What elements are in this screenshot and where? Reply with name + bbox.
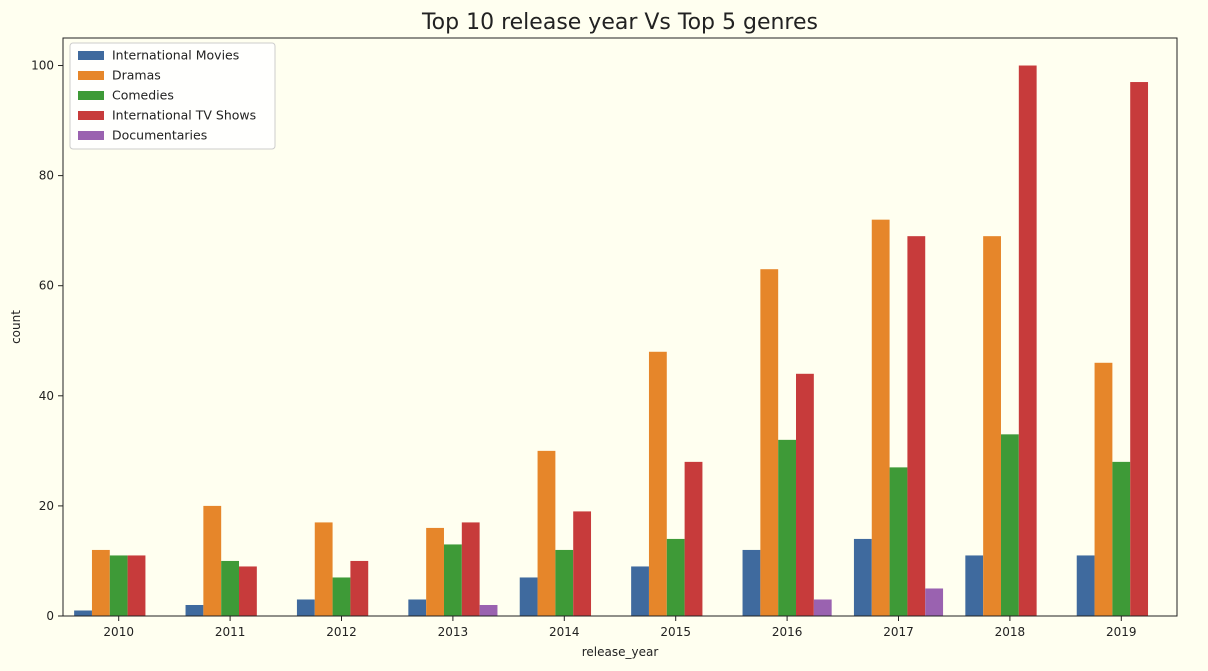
bar-2017-series-3 — [907, 236, 926, 617]
plot-frame — [62, 37, 1178, 617]
y-axis-label: count — [9, 310, 23, 344]
legend-swatch — [78, 111, 104, 120]
bar-2018-series-2 — [1000, 434, 1019, 616]
bar-2019-series-3 — [1130, 82, 1149, 617]
y-tick-label: 60 — [39, 279, 54, 293]
bar-2014-series-2 — [555, 549, 574, 616]
bar-2010-series-2 — [109, 555, 128, 616]
bar-2016-series-3 — [796, 373, 814, 616]
x-tick-label: 2016 — [772, 625, 803, 639]
chart-title: Top 10 release year Vs Top 5 genres — [421, 10, 818, 35]
x-tick-label: 2014 — [549, 625, 580, 639]
bar-2012-series-1 — [314, 522, 333, 616]
bar-2015-series-2 — [666, 538, 685, 616]
bar-2012-series-0 — [296, 599, 315, 616]
bar-2018-series-3 — [1018, 65, 1037, 616]
x-axis: 2010 2011 2012 2013 2014 2015 2016 2017 2018 2019 — [103, 616, 1137, 639]
bar-2013-series-4 — [479, 604, 498, 616]
bar-2011-series-1 — [203, 505, 222, 616]
y-tick-label: 100 — [31, 59, 54, 73]
bar-2017-series-2 — [889, 467, 908, 616]
y-axis: 0 20 40 60 80 100 — [31, 59, 63, 623]
bar-2013-series-2 — [443, 544, 462, 616]
legend: International Movies Dramas Comedies Int… — [69, 42, 276, 150]
bar-2011-series-0 — [185, 604, 204, 616]
bar-2014-series-0 — [519, 577, 538, 616]
bar-2017-series-4 — [925, 588, 944, 616]
legend-swatch — [78, 71, 104, 80]
legend-label: International Movies — [112, 48, 239, 63]
bar-2016-series-2 — [778, 439, 797, 616]
bar-2016-series-1 — [760, 269, 779, 616]
bar-2014-series-1 — [537, 450, 556, 616]
bar-2010-series-3 — [127, 555, 146, 616]
x-tick-label: 2010 — [103, 625, 134, 639]
legend-label: Dramas — [112, 68, 161, 83]
legend-label: International TV Shows — [112, 108, 256, 123]
bar-2012-series-3 — [350, 560, 369, 616]
bar-2016-series-0 — [742, 549, 761, 616]
legend-label: Documentaries — [112, 128, 207, 143]
bar-2011-series-2 — [221, 560, 240, 616]
bar-2014-series-3 — [573, 511, 592, 616]
legend-swatch — [78, 91, 104, 100]
bar-2011-series-3 — [239, 566, 257, 616]
bar-2016-series-4 — [813, 599, 832, 616]
y-tick-label: 40 — [39, 389, 54, 403]
bars-layer — [74, 65, 1149, 617]
bar-2019-series-1 — [1094, 362, 1113, 616]
bar-2017-series-0 — [853, 538, 872, 616]
y-tick-label: 0 — [46, 609, 54, 623]
legend-swatch — [78, 131, 104, 140]
bar-2010-series-0 — [74, 610, 92, 616]
x-tick-label: 2017 — [883, 625, 914, 639]
bar-2015-series-0 — [631, 566, 649, 616]
bar-2010-series-1 — [91, 549, 110, 616]
legend-label: Comedies — [112, 88, 174, 103]
bar-2019-series-0 — [1076, 555, 1095, 616]
bar-2012-series-2 — [332, 577, 351, 616]
bar-2013-series-3 — [461, 522, 480, 616]
x-tick-label: 2018 — [995, 625, 1026, 639]
x-tick-label: 2012 — [326, 625, 357, 639]
x-tick-label: 2019 — [1106, 625, 1137, 639]
legend-swatch — [78, 51, 104, 60]
bar-2015-series-1 — [648, 351, 667, 616]
x-axis-label: release_year — [582, 645, 659, 659]
bar-2018-series-1 — [983, 236, 1001, 617]
x-tick-label: 2011 — [215, 625, 246, 639]
y-tick-label: 80 — [39, 169, 54, 183]
legend-box — [69, 42, 276, 150]
bar-2013-series-1 — [426, 527, 444, 616]
x-tick-label: 2015 — [660, 625, 691, 639]
bar-2017-series-1 — [871, 219, 890, 616]
x-tick-label: 2013 — [438, 625, 469, 639]
bar-2013-series-0 — [408, 599, 427, 616]
bar-2015-series-3 — [684, 461, 703, 616]
bar-2019-series-2 — [1112, 461, 1131, 616]
y-tick-label: 20 — [39, 499, 54, 513]
bar-2018-series-0 — [965, 555, 984, 616]
